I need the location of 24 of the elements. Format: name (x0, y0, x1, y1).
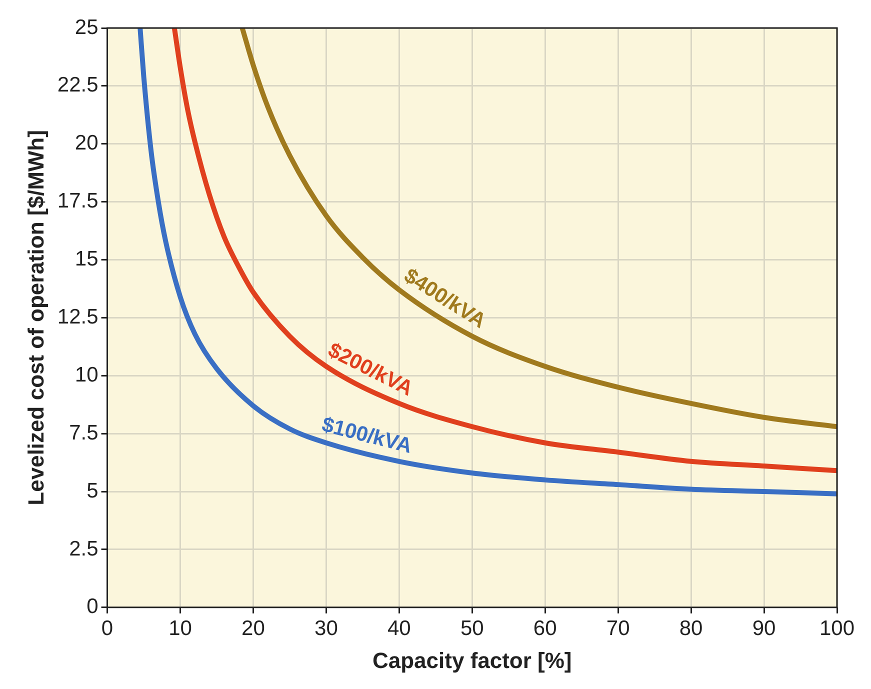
x-tick-label: 50 (460, 616, 484, 640)
x-tick-label: 60 (533, 616, 557, 640)
y-tick-label: 15 (74, 248, 98, 271)
y-axis-title: Levelized cost of operation [$/MWh] (23, 130, 48, 506)
y-tick-label: 25 (74, 16, 98, 39)
x-tick-label: 70 (606, 616, 630, 640)
y-tick-label: 7.5 (69, 421, 98, 444)
x-tick-label: 20 (242, 616, 265, 640)
y-tick-label: 12.5 (57, 305, 98, 328)
x-axis-title: Capacity factor [%] (372, 648, 572, 673)
y-tick-label: 0 (86, 595, 98, 618)
y-tick-label: 5 (86, 479, 98, 502)
y-tick-label: 22.5 (57, 74, 98, 97)
x-tick-label: 90 (752, 616, 776, 640)
x-tick-label: 0 (101, 616, 114, 640)
x-tick-label: 80 (679, 616, 703, 640)
y-tick-label: 20 (74, 132, 98, 155)
y-tick-label: 10 (74, 363, 98, 386)
x-tick-label: 100 (819, 616, 855, 640)
x-tick-label: 40 (387, 616, 411, 640)
x-tick-label: 10 (168, 616, 192, 640)
y-tick-label: 17.5 (57, 190, 98, 213)
y-tick-label: 2.5 (69, 537, 98, 560)
x-tick-label: 30 (314, 616, 338, 640)
